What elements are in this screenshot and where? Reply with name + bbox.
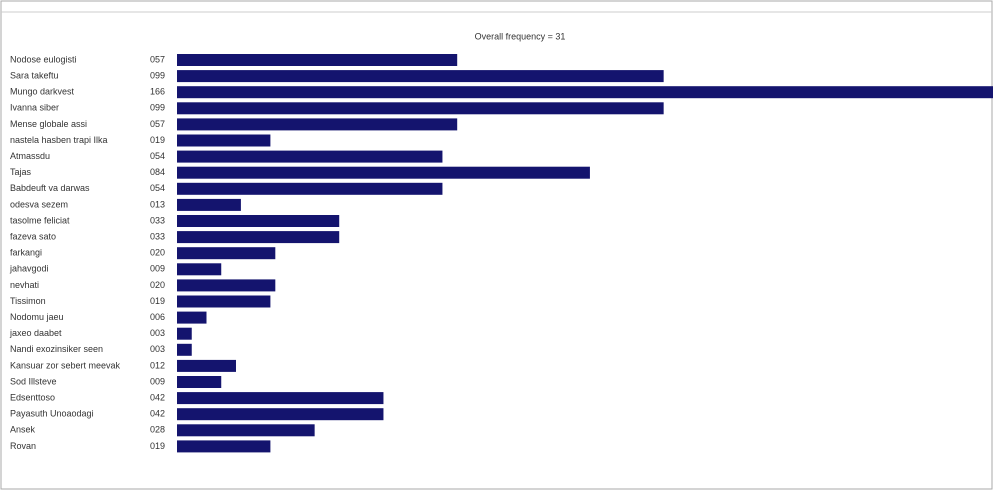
category-label: Nodomu jaeu	[10, 312, 64, 322]
bar	[177, 102, 664, 115]
value-label: 013	[150, 199, 165, 209]
bar	[177, 247, 276, 260]
category-label: Sara takeftu	[10, 70, 59, 80]
value-label: 020	[150, 280, 165, 290]
category-label: Ivanna siber	[10, 103, 59, 113]
bar	[177, 343, 192, 356]
category-label: nevhati	[10, 280, 39, 290]
bar	[177, 376, 222, 388]
category-label: Kansuar zor sebert meevak	[10, 360, 121, 370]
bar	[177, 134, 271, 147]
category-label: farkangi	[10, 248, 42, 258]
bar	[177, 279, 276, 292]
value-label: 054	[150, 151, 165, 161]
value-label: 020	[150, 248, 165, 258]
value-label: 042	[150, 409, 165, 419]
value-label: 042	[150, 392, 165, 402]
bar	[177, 359, 236, 372]
value-label: 099	[150, 70, 165, 80]
category-label: odesva sezem	[10, 199, 68, 209]
value-label: 028	[150, 425, 165, 435]
category-label: jaxeo daabet	[9, 328, 62, 338]
value-label: 009	[150, 376, 165, 386]
bar	[177, 215, 340, 227]
bar	[177, 198, 241, 211]
category-label: Atmassdu	[10, 151, 50, 161]
bar	[177, 70, 664, 83]
bar	[177, 166, 590, 179]
category-label: nastela hasben trapi Ilka	[10, 135, 108, 145]
category-label: Sod Illsteve	[10, 376, 57, 386]
category-label: Ansek	[10, 425, 36, 435]
bar	[177, 150, 443, 163]
category-label: tasolme feliciat	[10, 215, 70, 225]
value-label: 019	[150, 296, 165, 306]
bar	[177, 392, 384, 405]
category-label: fazeva sato	[10, 231, 56, 241]
bar	[177, 295, 271, 308]
bar	[177, 231, 340, 244]
bar	[177, 440, 271, 453]
category-label: Tissimon	[10, 296, 46, 306]
value-label: 033	[150, 231, 165, 241]
value-label: 006	[150, 312, 165, 322]
value-label: 057	[150, 54, 165, 64]
bar	[177, 54, 458, 66]
value-label: 012	[150, 360, 165, 370]
chart-title: Overall frequency = 31	[475, 31, 566, 41]
category-label: Babdeuft va darwas	[10, 183, 90, 193]
value-label: 057	[150, 119, 165, 129]
value-label: 054	[150, 183, 165, 193]
bar	[177, 263, 222, 276]
value-label: 019	[150, 441, 165, 451]
bar	[177, 311, 207, 324]
category-label: Nodose eulogisti	[10, 54, 77, 64]
category-label: Nandi exozinsiker seen	[10, 344, 103, 354]
value-label: 003	[150, 328, 165, 338]
bar	[177, 408, 384, 421]
value-label: 099	[150, 103, 165, 113]
value-label: 019	[150, 135, 165, 145]
value-label: 003	[150, 344, 165, 354]
value-label: 166	[150, 87, 165, 97]
category-label: Edsenttoso	[10, 392, 55, 402]
bar	[177, 327, 192, 340]
category-label: Rovan	[10, 441, 36, 451]
category-label: Mense globale assi	[10, 119, 87, 129]
bar	[177, 118, 458, 131]
bar	[177, 182, 443, 195]
bar	[177, 86, 993, 99]
category-label: Tajas	[10, 167, 32, 177]
category-label: jahavgodi	[9, 264, 49, 274]
bar	[177, 424, 315, 437]
category-label: Mungo darkvest	[10, 87, 75, 97]
value-label: 084	[150, 167, 165, 177]
category-label: Payasuth Unoaodagi	[10, 409, 94, 419]
value-label: 009	[150, 264, 165, 274]
value-label: 033	[150, 215, 165, 225]
